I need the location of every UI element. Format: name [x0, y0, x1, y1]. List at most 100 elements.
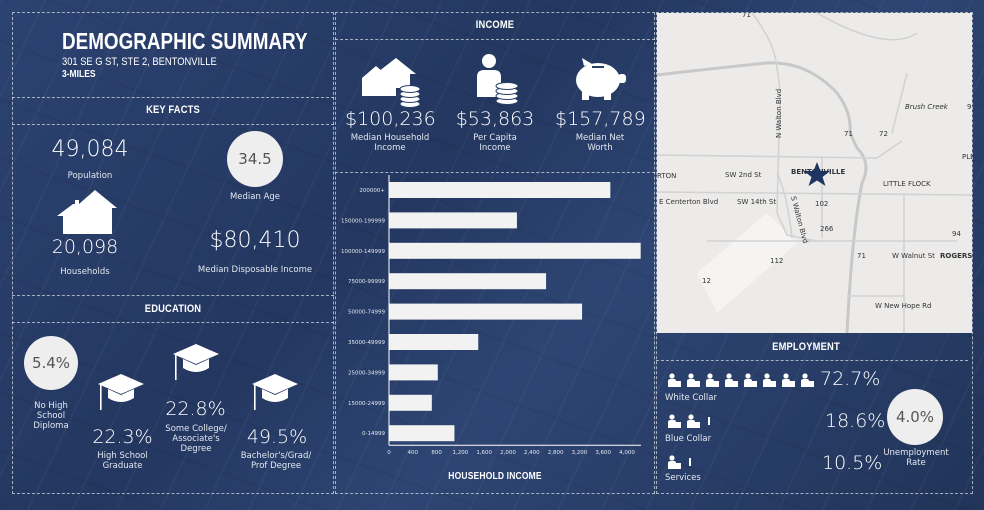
- bar-25000-34999: [389, 364, 438, 381]
- svg-text:72: 72: [879, 130, 888, 138]
- median-net-worth-value: $157,789: [555, 108, 646, 130]
- bar-50000-74999: [389, 303, 583, 320]
- category-label: 50000-74999: [348, 310, 385, 316]
- bar-200000+: [389, 182, 611, 198]
- bar-150000-199999: [389, 212, 517, 229]
- worker-icon: [668, 455, 681, 469]
- category-label: 150000-199999: [341, 218, 385, 224]
- median-age-circle: 34.5: [227, 131, 283, 187]
- key-facts-title: KEY FACTS: [146, 104, 200, 116]
- divider: [656, 360, 968, 361]
- median-net-worth-label: Median Net Worth: [575, 133, 625, 153]
- worker-icon: [763, 373, 776, 387]
- svg-text:W New Hope Rd: W New Hope Rd: [875, 302, 931, 310]
- blue-collar-value: 18.6%: [825, 410, 886, 432]
- svg-text:71: 71: [742, 13, 751, 19]
- svg-text:266: 266: [820, 225, 834, 233]
- hs-grad-label: High School Graduate: [97, 451, 148, 471]
- x-tick-label: 3,200: [572, 450, 588, 456]
- divider: [12, 97, 334, 98]
- svg-text:Brush Creek: Brush Creek: [905, 103, 949, 111]
- category-label: 100000-149999: [341, 249, 385, 255]
- divider: [335, 172, 655, 173]
- bar-35000-49999: [389, 334, 479, 350]
- category-label: 15000-24999: [348, 401, 385, 407]
- page-title: DEMOGRAPHIC SUMMARY: [62, 28, 308, 54]
- per-capita-income-label: Per Capita Income: [473, 133, 517, 153]
- category-label: 0-14999: [362, 431, 385, 437]
- unemployment-circle: 4.0%: [887, 389, 943, 445]
- graduation-cap-icon: [173, 344, 219, 380]
- category-label: 75000-99999: [348, 279, 385, 285]
- category-label: 35000-49999: [348, 340, 385, 346]
- x-tick-label: 2,400: [524, 450, 540, 456]
- category-label: 25000-34999: [348, 370, 385, 376]
- divider: [12, 322, 334, 323]
- worker-icon: [782, 373, 795, 387]
- middle-panel: [335, 12, 655, 494]
- median-household-income-label: Median Household Income: [350, 133, 430, 153]
- address: 301 SE G ST, STE 2, BENTONVILLE: [62, 56, 217, 68]
- svg-text:SW 2nd St: SW 2nd St: [725, 171, 762, 179]
- blue-collar-icons: [667, 413, 710, 432]
- worker-icon: [668, 414, 681, 428]
- x-tick-label: 0: [387, 450, 391, 456]
- svg-text:94: 94: [967, 103, 972, 111]
- bachelors-value: 49.5%: [246, 426, 308, 448]
- disposable-income-value: $80,410: [209, 228, 301, 253]
- no-diploma-circle: 5.4%: [24, 336, 78, 390]
- worker-icon: [801, 373, 814, 387]
- x-tick-label: 2,800: [548, 450, 564, 456]
- svg-text:RTON: RTON: [657, 172, 676, 180]
- person-coins-icon: [477, 54, 519, 105]
- population-value: 49,084: [51, 137, 129, 162]
- divider: [12, 124, 334, 125]
- partial-worker-icon: [708, 417, 710, 425]
- worker-icon: [668, 373, 681, 387]
- graduation-cap-icon: [252, 374, 298, 410]
- divider: [12, 295, 334, 296]
- category-label: 200000+: [359, 188, 385, 194]
- white-collar-value: 72.7%: [820, 368, 881, 390]
- bachelors-label: Bachelor's/Grad/ Prof Degree: [240, 451, 312, 471]
- median-age-label: Median Age: [229, 192, 281, 202]
- population-label: Population: [67, 171, 113, 181]
- services-icons: [667, 454, 691, 473]
- bar-100000-149999: [389, 242, 641, 259]
- graduation-cap-icon: [98, 374, 144, 410]
- x-tick-label: 2,000: [500, 450, 516, 456]
- some-college-label: Some College/ Associate's Degree: [165, 424, 227, 454]
- svg-text:PLEA H: PLEA H: [962, 153, 972, 161]
- chart-x-axis-label: HOUSEHOLD INCOME: [448, 471, 542, 482]
- partial-worker-icon: [689, 458, 691, 466]
- svg-text:W Walnut St: W Walnut St: [892, 252, 935, 260]
- services-value: 10.5%: [822, 452, 883, 474]
- svg-text:71: 71: [844, 130, 853, 138]
- no-diploma-label: No High School Diploma: [33, 401, 69, 431]
- bar-15000-24999: [389, 394, 432, 411]
- worker-icon: [687, 414, 700, 428]
- education-title: EDUCATION: [144, 303, 202, 315]
- per-capita-income-value: $53,863: [455, 108, 535, 130]
- svg-text:94: 94: [952, 230, 961, 238]
- household-income-chart: 200000+ 150000-199999 100000-149999 75000-9…: [341, 175, 641, 456]
- house-icon: [57, 190, 117, 234]
- divider: [335, 39, 655, 40]
- services-label: Services: [665, 473, 701, 483]
- svg-text:ROGERS: ROGERS: [940, 252, 972, 260]
- right-panel: [656, 12, 973, 494]
- worker-icon: [687, 373, 700, 387]
- svg-text:112: 112: [770, 257, 783, 265]
- blue-collar-label: Blue Collar: [665, 434, 712, 444]
- income-title: INCOME: [475, 19, 515, 31]
- location-map[interactable]: 71 71 72 94 N Walton Blvd Brush Creek BE…: [657, 13, 972, 333]
- unemployment-label: Unemployment Rate: [883, 448, 949, 468]
- households-label: Households: [60, 267, 110, 277]
- radius: 3-MILES: [62, 69, 96, 80]
- worker-icon: [725, 373, 738, 387]
- svg-text:12: 12: [702, 277, 711, 285]
- bar-0-14999: [389, 425, 455, 442]
- left-panel: [12, 12, 334, 494]
- x-tick-label: 800: [431, 450, 442, 456]
- worker-icon: [706, 373, 719, 387]
